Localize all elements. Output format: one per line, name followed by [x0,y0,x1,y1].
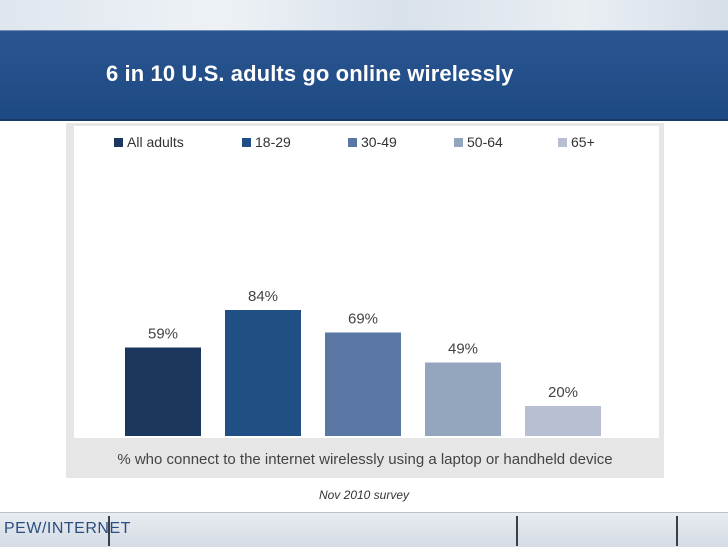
legend-label: 65+ [571,134,595,150]
chart-legend: All adults 18-29 30-49 50-64 65+ [74,130,659,154]
legend-label: 50-64 [467,134,503,150]
title-band [0,30,728,121]
bar-30-49 [325,332,401,436]
bar-value-label: 49% [448,341,478,358]
chart-caption: % who connect to the internet wirelessly… [117,451,613,468]
legend-label: 30-49 [361,134,397,150]
bar-50-64 [425,362,501,436]
legend-item-65-plus: 65+ [558,130,595,154]
legend-swatch [348,138,357,147]
bar-all-adults [125,347,201,436]
legend-swatch [558,138,567,147]
bar-chart: 59% 84% 69% 49% 20% [125,288,601,436]
legend-swatch [454,138,463,147]
decorative-header-strip [0,0,728,30]
bar-value-label: 84% [248,288,278,305]
bar-65- [525,406,601,436]
footer-divider [676,516,678,546]
bar-value-label: 69% [348,311,378,328]
bar-value-label: 59% [148,326,178,343]
bar-18-29 [225,310,301,436]
footer-divider [108,516,110,546]
bar-value-label: 20% [548,384,578,401]
legend-label: 18-29 [255,134,291,150]
legend-item-30-49: 30-49 [348,130,397,154]
footer-bar [0,512,728,547]
legend-swatch [114,138,123,147]
pew-internet-logo: PEW/INTERNET [4,520,131,537]
footer-divider [516,516,518,546]
legend-label: All adults [127,134,184,150]
legend-item-18-29: 18-29 [242,130,291,154]
slide-title: 6 in 10 U.S. adults go online wirelessly [106,61,514,86]
legend-item-50-64: 50-64 [454,130,503,154]
legend-swatch [242,138,251,147]
survey-note: Nov 2010 survey [318,488,410,502]
legend-item-all-adults: All adults [114,130,184,154]
